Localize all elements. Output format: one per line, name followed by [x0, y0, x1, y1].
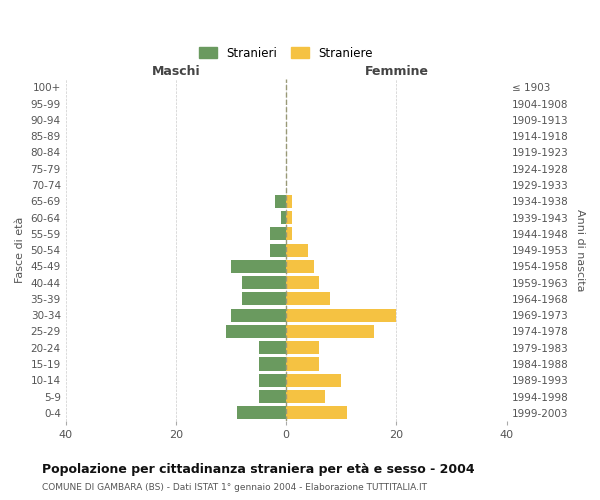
Bar	[259, 341, 286, 354]
Bar	[242, 276, 286, 289]
Y-axis label: Anni di nascita: Anni di nascita	[575, 209, 585, 292]
Text: Maschi: Maschi	[152, 64, 200, 78]
Bar	[286, 292, 331, 306]
Bar	[226, 325, 286, 338]
Text: Femmine: Femmine	[364, 64, 428, 78]
Bar	[286, 358, 319, 370]
Bar	[286, 308, 397, 322]
Bar	[269, 244, 286, 256]
Bar	[231, 260, 286, 273]
Bar	[286, 211, 292, 224]
Legend: Stranieri, Straniere: Stranieri, Straniere	[193, 40, 379, 66]
Text: Popolazione per cittadinanza straniera per età e sesso - 2004: Popolazione per cittadinanza straniera p…	[42, 462, 475, 475]
Bar	[259, 390, 286, 403]
Bar	[236, 406, 286, 420]
Bar	[286, 260, 314, 273]
Text: COMUNE DI GAMBARA (BS) - Dati ISTAT 1° gennaio 2004 - Elaborazione TUTTITALIA.IT: COMUNE DI GAMBARA (BS) - Dati ISTAT 1° g…	[42, 484, 427, 492]
Bar	[286, 244, 308, 256]
Bar	[242, 292, 286, 306]
Bar	[286, 276, 319, 289]
Bar	[286, 406, 347, 420]
Bar	[259, 374, 286, 387]
Bar	[286, 325, 374, 338]
Bar	[259, 358, 286, 370]
Bar	[231, 308, 286, 322]
Bar	[286, 228, 292, 240]
Bar	[286, 374, 341, 387]
Y-axis label: Fasce di età: Fasce di età	[15, 217, 25, 283]
Bar	[286, 390, 325, 403]
Bar	[281, 211, 286, 224]
Bar	[275, 194, 286, 207]
Bar	[269, 228, 286, 240]
Bar	[286, 341, 319, 354]
Bar	[286, 194, 292, 207]
